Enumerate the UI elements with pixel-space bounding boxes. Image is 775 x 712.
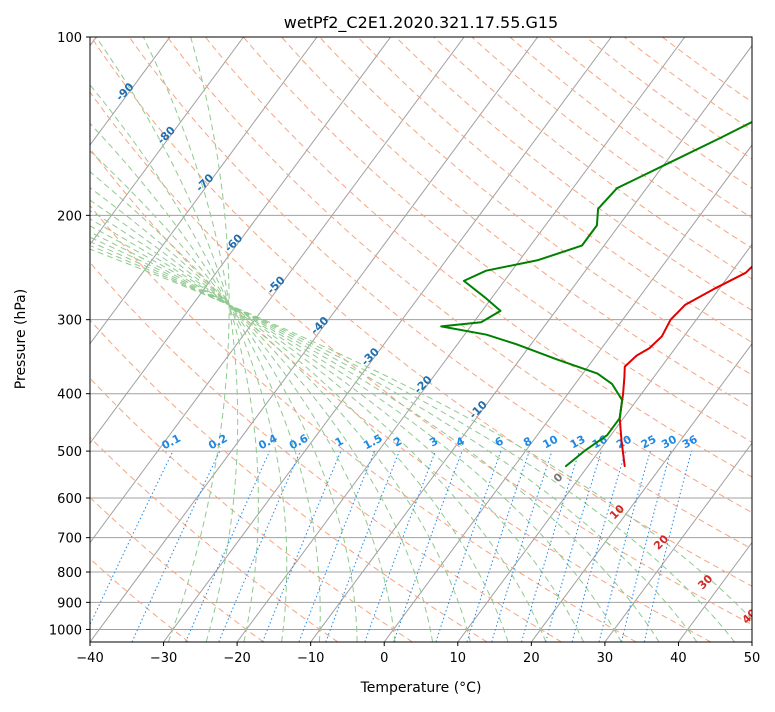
x-tick-label: −40 — [76, 651, 103, 666]
x-tick-label: −30 — [150, 651, 177, 666]
x-tick-label: 40 — [670, 651, 687, 666]
y-tick-label: 400 — [57, 388, 82, 403]
chart-title: wetPf2_C2E1.2020.321.17.55.G15 — [284, 13, 558, 33]
x-tick-label: 30 — [597, 651, 614, 666]
y-tick-label: 900 — [57, 596, 82, 611]
y-tick-label: 600 — [57, 492, 82, 507]
x-tick-label: −20 — [223, 651, 250, 666]
x-axis-label: Temperature (°C) — [360, 680, 482, 696]
y-tick-label: 800 — [57, 566, 82, 581]
x-tick-label: −10 — [297, 651, 324, 666]
y-tick-label: 200 — [57, 209, 82, 224]
x-tick-label: 20 — [523, 651, 540, 666]
x-tick-label: 10 — [450, 651, 467, 666]
y-tick-label: 100 — [57, 31, 82, 46]
y-tick-label: 1000 — [49, 623, 82, 638]
x-tick-label: 0 — [380, 651, 388, 666]
x-tick-label: 50 — [744, 651, 761, 666]
y-axis-label: Pressure (hPa) — [13, 289, 29, 389]
y-tick-label: 300 — [57, 314, 82, 329]
y-tick-label: 500 — [57, 445, 82, 460]
y-tick-label: 700 — [57, 532, 82, 547]
